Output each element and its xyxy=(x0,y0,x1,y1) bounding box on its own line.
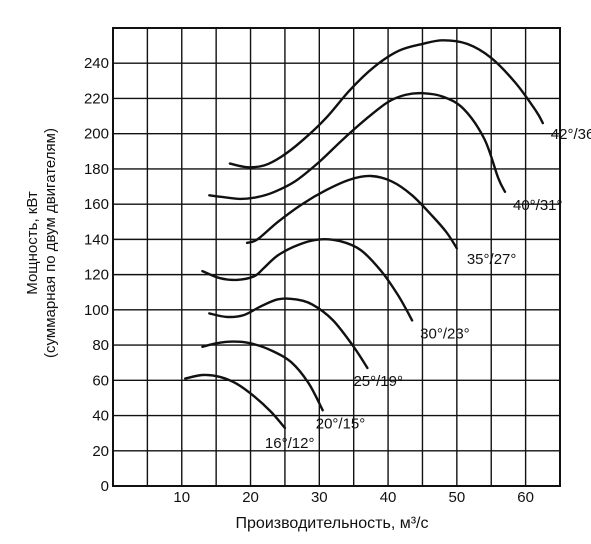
y-axis-label-line1: Мощность, кВт xyxy=(24,191,41,295)
series-line xyxy=(208,297,369,370)
y-tick-label: 160 xyxy=(84,196,109,213)
y-tick-label: 40 xyxy=(92,408,109,425)
y-tick-label: 200 xyxy=(84,126,109,143)
y-tick-label: 220 xyxy=(84,90,109,107)
x-tick-label: 60 xyxy=(517,489,534,506)
series-lines xyxy=(184,39,544,430)
series-line xyxy=(201,340,324,412)
y-tick-label: 20 xyxy=(92,443,109,460)
series-labels: 16°/12°20°/15° 25°/19° 30°/23° 35°/27° 40°/3… xyxy=(265,126,591,452)
series-label: 35°/27° xyxy=(467,251,517,268)
y-axis-label-line2: (суммарная по двум двигателям) xyxy=(42,128,59,358)
series-line xyxy=(208,91,507,201)
x-tick-label: 10 xyxy=(173,489,190,506)
y-axis-label: Мощность, кВт (суммарная по двум двигате… xyxy=(24,128,59,358)
y-tick-label: 240 xyxy=(84,55,109,72)
series-label: 42°/36° xyxy=(551,126,591,143)
x-axis-label: Производительность, м³/с xyxy=(236,515,429,532)
y-tick-label: 180 xyxy=(84,161,109,178)
series-line xyxy=(201,237,414,322)
series-line xyxy=(228,39,544,169)
series-label: 16°/12° xyxy=(265,435,315,452)
plot-frame xyxy=(112,27,561,487)
series-line xyxy=(245,174,458,250)
x-tick-label: 30 xyxy=(311,489,328,506)
x-tick-label: 20 xyxy=(242,489,259,506)
tick-labels: 10 20 30 40 50 60 0 20 40 60 80 100 120 140 160 180 200 2… xyxy=(84,55,534,506)
y-tick-label: 120 xyxy=(84,267,109,284)
y-tick-label: 0 xyxy=(101,478,109,495)
x-tick-label: 50 xyxy=(449,489,466,506)
series-label: 25°/19° xyxy=(353,373,403,390)
series-line xyxy=(184,373,287,430)
y-tick-label: 140 xyxy=(84,231,109,248)
y-tick-label: 100 xyxy=(84,302,109,319)
series-label: 20°/15° xyxy=(316,415,366,432)
x-tick-label: 40 xyxy=(380,489,397,506)
y-tick-label: 80 xyxy=(92,337,109,354)
series-label: 40°/31° xyxy=(513,197,563,214)
plot-border xyxy=(112,27,561,487)
y-tick-label: 60 xyxy=(92,372,109,389)
series-label: 30°/23° xyxy=(420,325,470,342)
